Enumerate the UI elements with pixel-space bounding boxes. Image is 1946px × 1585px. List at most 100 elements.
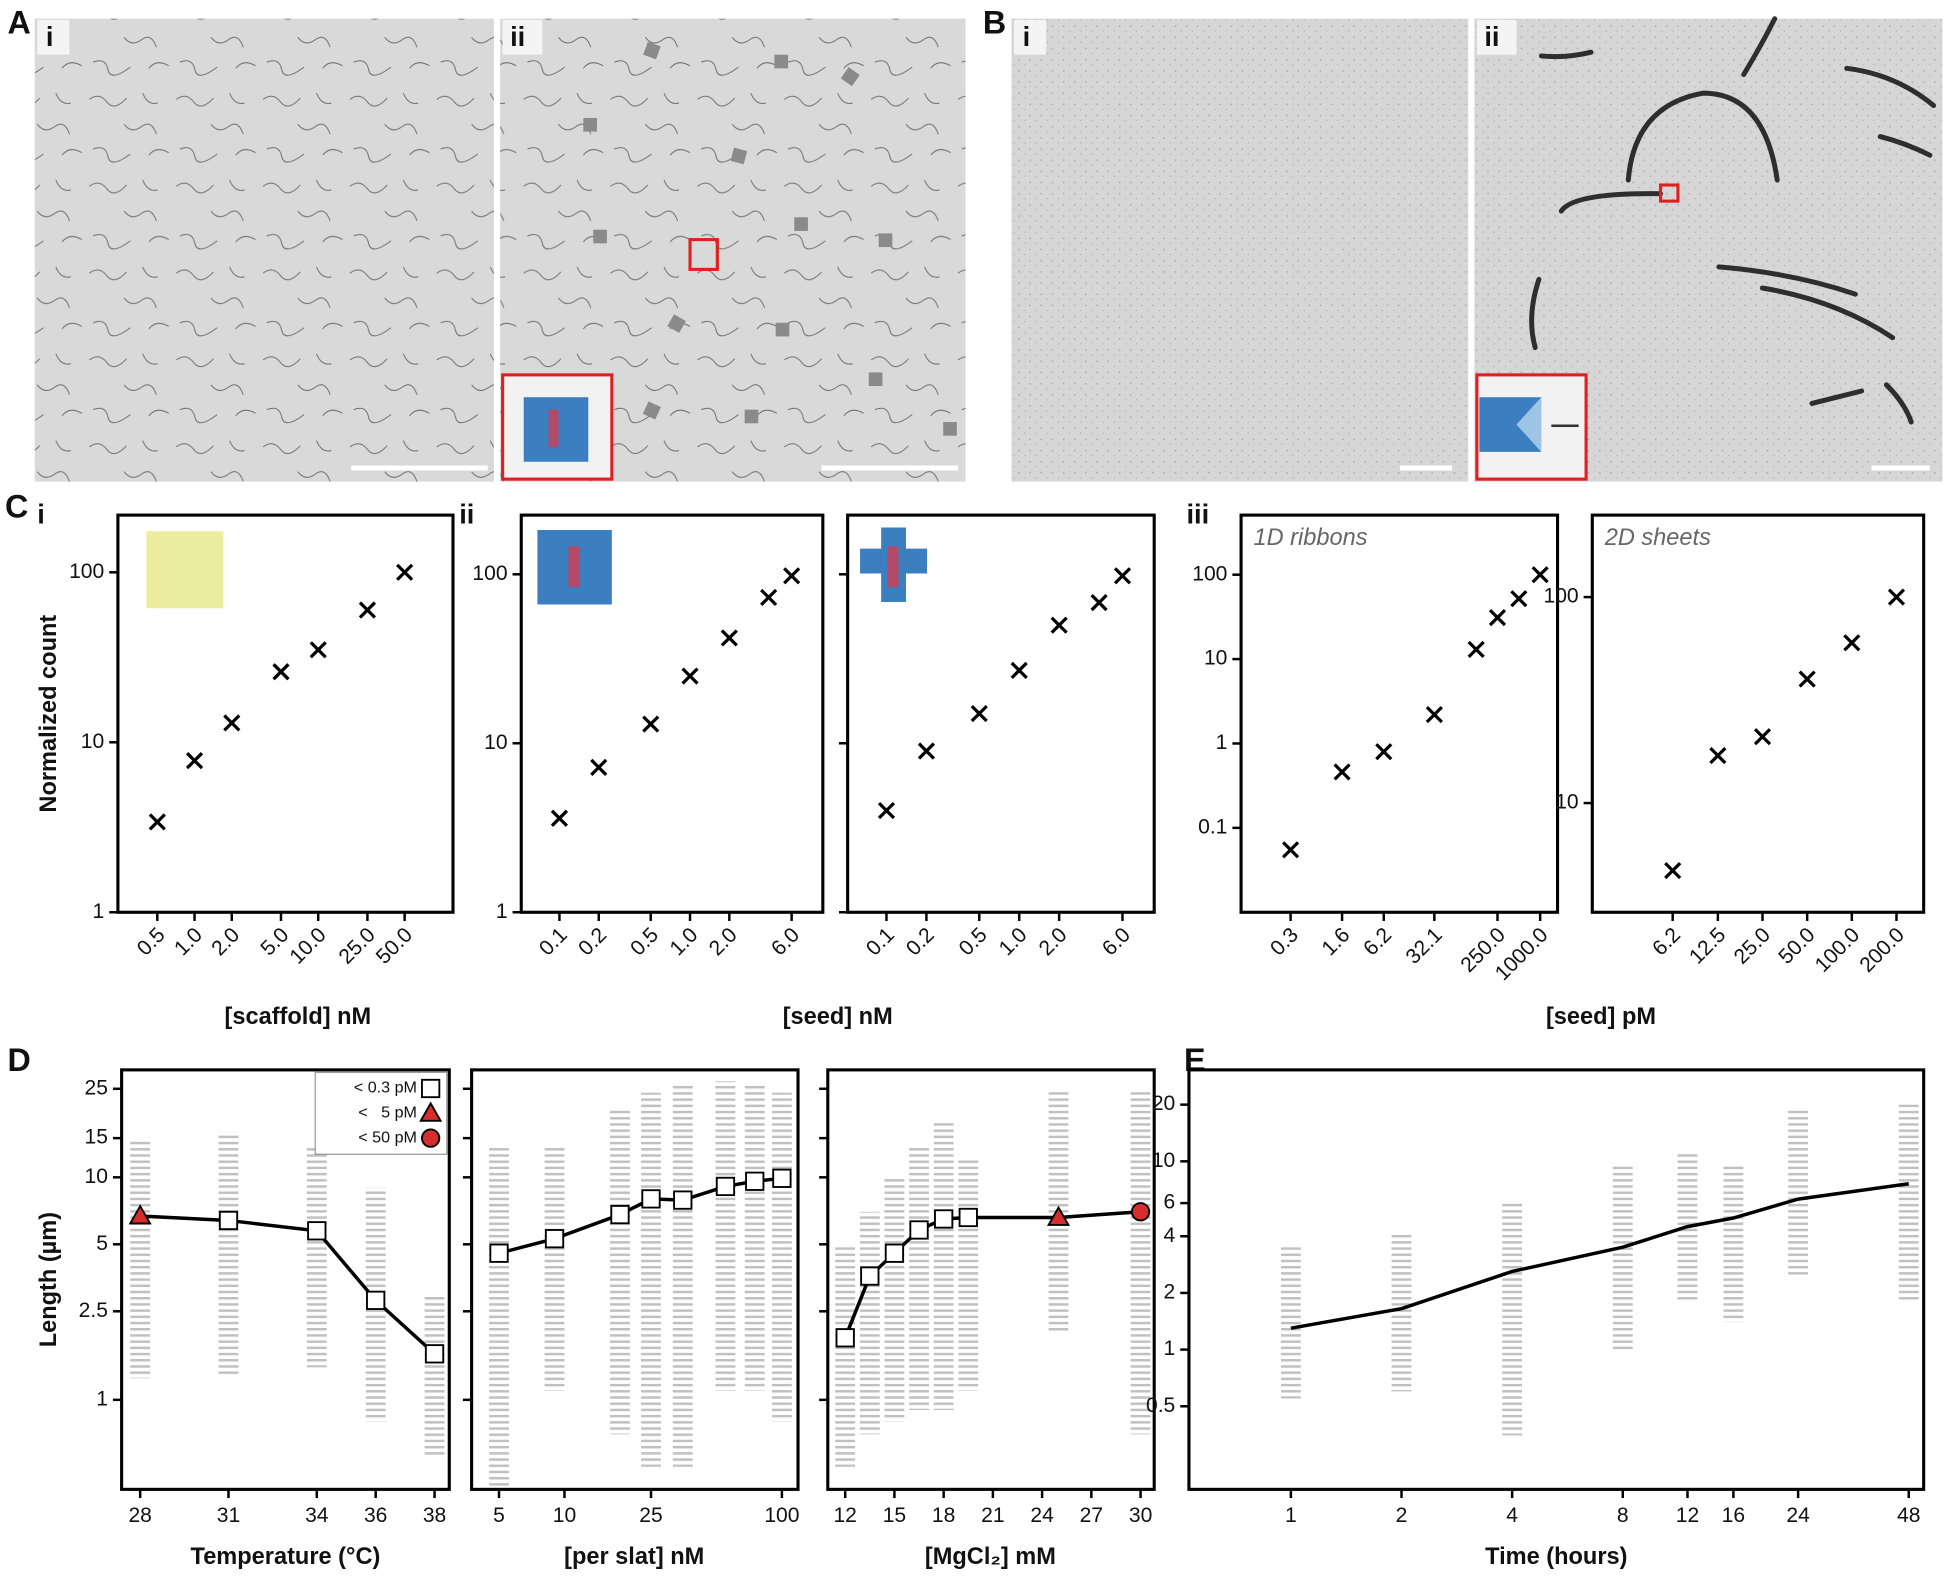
point: [550, 809, 569, 827]
y-tick-label: 1: [93, 900, 105, 923]
x-tick-label: 1: [1285, 1504, 1297, 1527]
marker: [424, 1344, 445, 1364]
marker: [958, 1207, 978, 1228]
ribbons: [1529, 16, 1937, 425]
x-tick-label: 100: [764, 1504, 799, 1527]
point: [1375, 743, 1393, 761]
x-tick-label: 36: [364, 1504, 387, 1527]
y-tick-label: 100: [472, 562, 507, 585]
x-axis-label: [MgCl₂] mM: [925, 1543, 1056, 1569]
x-tick-label: 6.0: [1098, 923, 1135, 960]
x-tick-label: 21: [981, 1504, 1004, 1527]
x-tick-label: 5: [493, 1504, 505, 1527]
plot-frame: [519, 513, 825, 914]
icon-seed-core: [568, 546, 580, 588]
length-distribution: [610, 1110, 630, 1435]
y-tick-label: 0.5: [1146, 1394, 1175, 1417]
x-axis-label: Temperature (°C): [191, 1543, 381, 1569]
marker: [544, 1229, 565, 1249]
x-tick-label: 0.5: [955, 923, 992, 960]
marker: [489, 1243, 509, 1263]
length-distribution: [1130, 1088, 1151, 1435]
point: [1333, 763, 1351, 781]
x-tick-label: 100.0: [1811, 923, 1865, 977]
length-distribution: [306, 1144, 327, 1368]
plot-frame: [826, 1068, 1156, 1491]
y-tick-label: 10: [1555, 791, 1578, 814]
subpanel-label: i: [37, 499, 45, 530]
point: [970, 704, 988, 723]
x-tick-label: 30: [1129, 1504, 1152, 1527]
x-tick-label: 25.0: [335, 923, 380, 968]
marker: [366, 1290, 386, 1310]
y-axis-label: Length (µm): [35, 1212, 61, 1347]
panel-label: A: [7, 4, 30, 40]
point: [1010, 661, 1028, 679]
y-tick-label: 4: [1164, 1224, 1176, 1247]
x-tick-label: 2: [1396, 1504, 1408, 1527]
legend-label: < 50 pM: [358, 1128, 417, 1146]
plot-frame: [120, 1068, 451, 1491]
x-tick-label: 0.1: [862, 923, 899, 960]
x-tick-label: 0.1: [535, 923, 572, 960]
x-tick-label: 2.0: [1035, 923, 1072, 960]
point: [185, 752, 204, 770]
point: [309, 641, 327, 659]
point: [1798, 670, 1816, 688]
plot-frame: [1239, 513, 1560, 914]
x-tick-label: 38: [423, 1504, 446, 1527]
length-distribution: [641, 1092, 661, 1467]
length-distribution: [130, 1138, 151, 1379]
x-tick-label: 0.3: [1266, 923, 1303, 960]
subpanel-label: i: [46, 21, 54, 52]
length-distribution: [1612, 1165, 1633, 1350]
point: [223, 714, 241, 732]
point: [1887, 588, 1906, 606]
length-distribution: [771, 1092, 792, 1422]
x-axis-label: [per slat] nM: [564, 1543, 704, 1569]
line: [1290, 1182, 1909, 1330]
length-distribution: [933, 1120, 954, 1411]
point: [1090, 594, 1108, 612]
legend-label: < 5 pM: [358, 1104, 417, 1122]
legend-label: < 0.3 pM: [354, 1079, 417, 1097]
y-tick-label: 1: [1164, 1337, 1176, 1360]
marker: [307, 1221, 327, 1241]
y-tick-label: 10: [85, 1165, 108, 1188]
point: [1488, 609, 1507, 627]
length-distribution: [218, 1131, 239, 1375]
x-tick-label: 2.0: [207, 923, 244, 960]
y-tick-label: 10: [1152, 1149, 1175, 1172]
y-tick-label: 10: [1204, 647, 1227, 670]
y-axis-label: Normalized count: [35, 615, 61, 813]
point: [1113, 567, 1132, 585]
length-distribution: [1502, 1200, 1523, 1436]
x-tick-label: 1.0: [665, 923, 702, 960]
marker: [884, 1243, 905, 1263]
point: [783, 567, 801, 585]
y-tick-label: 10: [81, 730, 104, 753]
point: [1510, 590, 1528, 608]
inset-ribbon: [1479, 397, 1542, 452]
x-tick-label: 10.0: [285, 923, 330, 968]
zoom-box: [688, 238, 719, 271]
marker: [772, 1168, 792, 1188]
marker: [715, 1176, 736, 1197]
marker: [419, 1101, 443, 1122]
x-axis-label: [seed] pM: [1546, 1003, 1656, 1029]
subpanel-label: iii: [1186, 499, 1209, 530]
x-tick-label: 34: [305, 1504, 329, 1527]
length-distribution: [424, 1293, 445, 1458]
plot-frame: [116, 513, 455, 914]
x-tick-label: 48: [1897, 1504, 1920, 1527]
origami-tiles: [583, 41, 957, 436]
x-tick-label: 50.0: [372, 923, 417, 968]
x-axis-label: [seed] nM: [783, 1003, 893, 1029]
x-tick-label: 12.5: [1685, 923, 1730, 968]
y-tick-label: 0.1: [1198, 815, 1227, 838]
length-distribution: [715, 1081, 736, 1391]
x-tick-label: 6.0: [767, 923, 804, 960]
panel-label: C: [5, 488, 28, 524]
point: [877, 801, 896, 820]
x-tick-label: 12: [833, 1504, 856, 1527]
